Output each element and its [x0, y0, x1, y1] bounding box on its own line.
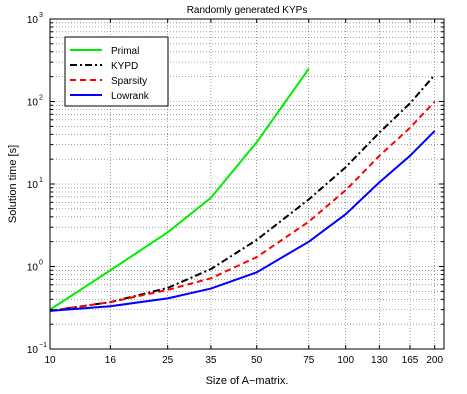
y-tick-label: 10: [27, 263, 39, 274]
y-tick-label: 10: [27, 345, 39, 356]
x-tick-label: 25: [162, 355, 174, 366]
x-tick-labels: 10 16 25 35 50 75 100 130 165 200: [44, 355, 443, 366]
y-tick-label-exponent: 3: [39, 12, 43, 19]
x-tick-label: 165: [402, 355, 419, 366]
x-tick-label: 100: [337, 355, 354, 366]
x-tick-label: 10: [44, 355, 56, 366]
y-axis-title: Solution time [s]: [7, 145, 19, 223]
legend-items: Primal KYPD Sparsity Lowrank: [70, 46, 150, 102]
x-tick-label: 200: [426, 355, 443, 366]
legend-label-kypd: KYPD: [111, 61, 138, 72]
y-tick-label-exponent: 1: [39, 177, 43, 184]
y-tick-label-exponent: −1: [39, 342, 47, 349]
x-tick-label: 16: [105, 355, 117, 366]
x-tick-label: 75: [303, 355, 315, 366]
y-tick-label: 10: [27, 180, 39, 191]
x-axis-title: Size of A−matrix.: [206, 375, 289, 387]
legend-label-sparsity: Sparsity: [111, 76, 147, 87]
series-line-kypd: [49, 74, 436, 312]
series-line-primal: [49, 68, 310, 311]
legend-label-primal: Primal: [111, 46, 139, 57]
grid-layer: [49, 18, 444, 350]
y-tick-label-exponent: 2: [39, 95, 43, 102]
x-tick-label: 50: [251, 355, 263, 366]
series-line-sparsity: [49, 100, 436, 312]
series-line-lowrank: [49, 130, 436, 312]
y-tick-label: 10: [27, 98, 39, 109]
tick-layer: [49, 18, 444, 350]
y-tick-label-exponent: 0: [39, 260, 43, 267]
x-tick-label: 130: [371, 355, 388, 366]
legend-label-lowrank: Lowrank: [111, 91, 150, 102]
x-tick-label: 35: [205, 355, 217, 366]
series-layer: [49, 68, 436, 312]
legend: Primal KYPD Sparsity Lowrank: [64, 36, 169, 107]
chart-title: Randomly generated KYPs: [187, 5, 308, 16]
y-tick-label: 10: [27, 15, 39, 26]
